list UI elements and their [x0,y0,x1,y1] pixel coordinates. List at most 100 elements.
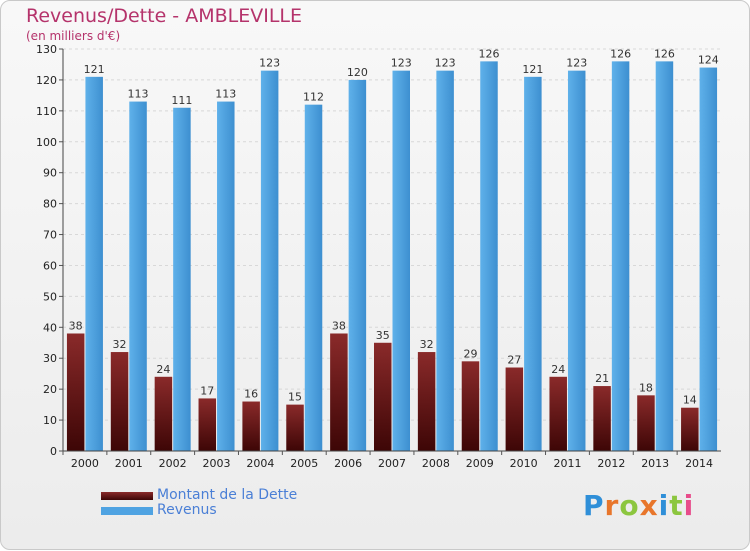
bar-dette-2010 [505,367,524,451]
bar-dette-2004 [242,401,260,451]
bar-dette-2007 [374,342,392,451]
y-tick-label: 80 [43,198,57,211]
bars [66,61,718,452]
bar-dette-2002 [154,376,173,451]
legend-label-revenus: Revenus [157,502,217,518]
bar-revenus-2009 [480,61,498,451]
x-tick-label: 2004 [246,457,274,470]
label-dette-2008: 32 [420,338,434,351]
label-revenus-2008: 123 [435,57,456,70]
bar-revenus-2002 [173,107,191,451]
label-dette-2014: 14 [683,394,697,407]
label-revenus-2013: 126 [654,47,675,60]
bar-revenus-2006 [348,79,367,451]
x-tick-label: 2007 [378,457,406,470]
label-dette-2007: 35 [376,329,390,342]
bar-dette-2001 [110,352,129,451]
label-revenus-2012: 126 [610,47,631,60]
logo-letter: r [604,489,620,522]
bar-revenus-2004 [260,70,279,452]
legend: Montant de la Dette Revenus [101,488,297,518]
bar-revenus-2005 [304,104,323,452]
logo-letter: P [583,489,605,522]
y-tick-label: 100 [36,136,57,149]
bar-dette-2009 [461,361,480,451]
logo-letter: o [619,489,640,522]
y-tick-label: 60 [43,259,57,272]
label-revenus-2006: 120 [347,66,368,79]
label-revenus-2004: 123 [259,57,280,70]
bar-dette-2014 [681,407,699,451]
bar-dette-2006 [330,333,348,451]
axes: 0 10 20 30 40 50 60 70 80 90 100 110 120 130 2000 2001 2… [36,43,721,470]
y-tick-label: 0 [50,445,57,458]
y-tick-label: 90 [43,167,57,180]
x-tick-label: 2013 [641,457,669,470]
bar-dette-2000 [66,333,85,451]
label-dette-2003: 17 [200,384,214,397]
legend-label-dette: Montant de la Dette [157,487,298,503]
bar-revenus-2012 [611,61,630,451]
y-tick-label: 70 [43,229,57,242]
bar-revenus-2003 [217,101,235,452]
bar-dette-2012 [593,386,611,451]
chart-title: Revenus/Dette - AMBLEVILLE [26,5,302,27]
logo-letter: i [683,489,695,522]
bar-revenus-2010 [524,76,542,451]
y-tick-label: 50 [43,290,57,303]
label-revenus-2014: 124 [698,54,719,67]
logo-letter: t [669,489,684,522]
label-dette-2004: 16 [244,388,258,401]
logo-letter: x [639,489,659,522]
x-tick-label: 2008 [422,457,450,470]
bar-dette-2008 [417,352,436,451]
bar-revenus-2000 [85,76,103,451]
value-labels: 38 121 32 113 24 111 17 113 16 123 15 112 38 120 35 123… [69,47,719,406]
y-tick-label: 30 [43,352,57,365]
legend-item-dette: Montant de la Dette [101,488,297,503]
proxiti-logo: Proxiti [583,489,694,522]
label-revenus-2007: 123 [391,57,412,70]
x-tick-label: 2012 [597,457,625,470]
y-tick-label: 10 [43,414,57,427]
label-dette-2001: 32 [113,338,127,351]
x-tick-label: 2000 [71,457,99,470]
bar-dette-2003 [198,398,217,451]
legend-item-revenus: Revenus [101,503,297,518]
label-dette-2009: 29 [463,347,477,360]
bar-revenus-2013 [655,61,674,451]
label-dette-2012: 21 [595,372,609,385]
bar-revenus-2014 [699,67,718,452]
bar-revenus-2001 [129,101,147,452]
label-revenus-2003: 113 [215,88,236,101]
x-tick-label: 2001 [115,457,143,470]
label-dette-2000: 38 [69,319,83,332]
y-tick-label: 110 [36,105,57,118]
bar-revenus-2007 [392,70,410,452]
legend-swatch-revenus [101,506,153,515]
bar-revenus-2008 [436,70,454,452]
label-dette-2011: 24 [551,363,565,376]
label-revenus-2000: 121 [84,63,105,76]
x-tick-label: 2002 [159,457,187,470]
label-revenus-2010: 121 [522,63,543,76]
x-tick-label: 2014 [685,457,713,470]
x-tick-label: 2005 [290,457,318,470]
bar-revenus-2011 [567,70,586,452]
x-tick-label: 2009 [466,457,494,470]
x-tick-label: 2006 [334,457,362,470]
label-dette-2013: 18 [639,381,653,394]
label-revenus-2009: 126 [478,47,499,60]
bar-dette-2005 [286,404,304,451]
label-revenus-2002: 111 [171,94,192,107]
y-tick-label: 130 [36,43,57,56]
label-revenus-2011: 123 [566,57,587,70]
label-revenus-2005: 112 [303,91,324,104]
logo-letter: i [658,489,670,522]
y-tick-label: 120 [36,74,57,87]
x-tick-label: 2003 [203,457,231,470]
label-revenus-2001: 113 [128,88,149,101]
label-dette-2010: 27 [507,354,521,367]
